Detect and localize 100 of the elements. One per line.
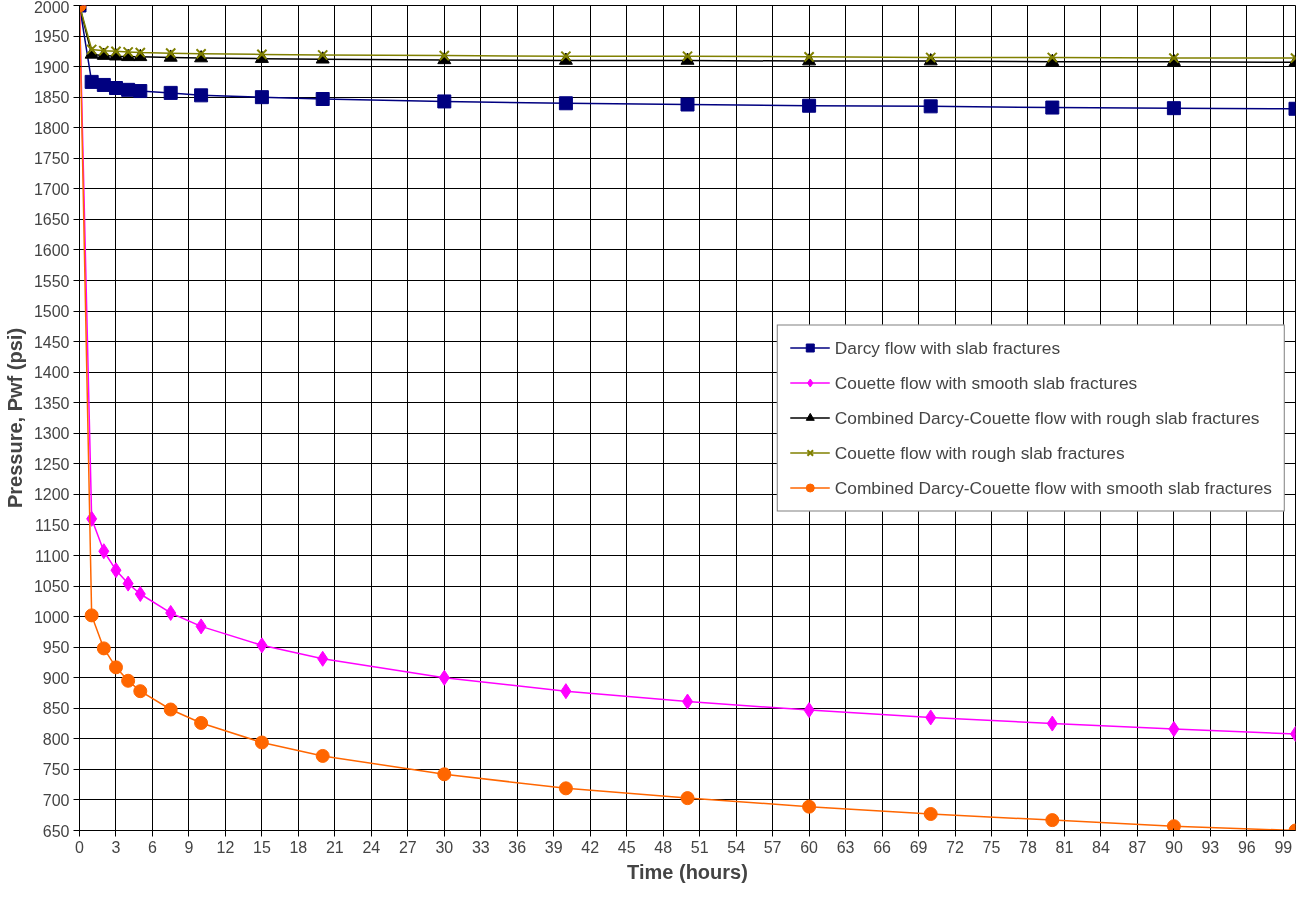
- point: [98, 543, 110, 560]
- point: [256, 637, 268, 654]
- y-axis-title: Pressure, Pwf (psi): [3, 327, 26, 509]
- y-tick-label: 1700: [33, 180, 70, 198]
- y-tick-label: 1950: [33, 28, 70, 46]
- x-tick-label: 69: [909, 838, 928, 856]
- y-tick-label: 1650: [33, 211, 70, 229]
- x-tick-label: 60: [800, 838, 819, 856]
- point: [163, 85, 178, 100]
- y-tick-label: 900: [42, 669, 70, 687]
- y-tick-label: 1200: [33, 486, 70, 504]
- point: [317, 650, 329, 667]
- legend-label: Darcy flow with slab fractures: [834, 337, 1061, 358]
- y-tick-label: 1750: [33, 150, 70, 168]
- x-tick-label: 63: [836, 838, 855, 856]
- y-tick-label: 800: [42, 730, 70, 748]
- x-tick-label: 51: [690, 838, 709, 856]
- point: [560, 683, 572, 700]
- y-tick-label: 1550: [33, 272, 70, 290]
- y-tick-label: 700: [42, 791, 70, 809]
- point: [254, 90, 269, 105]
- x-tick-label: 9: [184, 838, 194, 856]
- x-tick-label: 66: [873, 838, 892, 856]
- x-tick-label: 24: [362, 838, 381, 856]
- y-tick-label: 1000: [33, 608, 70, 626]
- x-tick-label: 0: [75, 838, 85, 856]
- x-tick-label: 81: [1055, 838, 1074, 856]
- x-tick-label: 21: [325, 838, 344, 856]
- x-tick-label: 27: [398, 838, 417, 856]
- y-tick-label: 650: [42, 822, 70, 840]
- point: [165, 604, 177, 621]
- point: [437, 94, 452, 109]
- point: [121, 673, 136, 688]
- point: [803, 702, 815, 719]
- y-tick-label: 2000: [33, 0, 70, 16]
- y-tick-label: 850: [42, 700, 70, 718]
- x-tick-label: 96: [1237, 838, 1256, 856]
- point: [315, 748, 330, 763]
- point: [802, 799, 817, 814]
- x-tick-label: 12: [216, 838, 235, 856]
- x-tick-label: 84: [1092, 838, 1110, 856]
- point: [558, 781, 573, 796]
- y-tick-label: 1250: [33, 455, 70, 473]
- point: [680, 97, 695, 112]
- x-tick-label: 48: [654, 838, 673, 856]
- point: [1046, 715, 1058, 732]
- point: [110, 562, 122, 579]
- y-tick-label: 1450: [33, 333, 70, 351]
- x-tick-label: 45: [617, 838, 636, 856]
- y-tick-label: 1100: [35, 547, 70, 565]
- x-tick-label: 33: [471, 838, 490, 856]
- y-tick-label: 1350: [33, 394, 70, 412]
- x-tick-label: 57: [763, 838, 782, 856]
- point: [923, 807, 938, 821]
- point: [194, 88, 209, 103]
- point: [133, 684, 148, 699]
- y-tick-label: 1050: [33, 578, 70, 596]
- point: [680, 791, 695, 806]
- point: [194, 715, 209, 730]
- point: [96, 641, 111, 656]
- point: [1166, 101, 1181, 116]
- point: [315, 92, 330, 106]
- y-tick-label: 1850: [33, 89, 70, 107]
- point: [1045, 100, 1060, 115]
- x-tick-label: 36: [508, 838, 527, 856]
- x-tick-label: 3: [111, 838, 121, 856]
- point: [108, 660, 123, 675]
- point: [438, 669, 450, 686]
- legend-label: Combined Darcy-Couette flow with rough slab fractures: [834, 407, 1260, 428]
- x-tick-label: 39: [544, 838, 563, 856]
- x-tick-label: 42: [581, 838, 600, 856]
- y-tick-label: 1600: [33, 241, 70, 259]
- y-tick-label: 1400: [33, 364, 70, 382]
- y-tick-label: 1150: [35, 516, 70, 534]
- legend-label: Couette flow with smooth slab fractures: [834, 372, 1138, 393]
- x-tick-label: 78: [1019, 838, 1037, 856]
- point: [925, 709, 937, 726]
- x-tick-label: 54: [727, 838, 746, 856]
- point: [134, 586, 146, 602]
- point: [437, 767, 452, 782]
- y-tick-label: 1800: [33, 119, 70, 137]
- x-tick-label: 75: [982, 838, 1001, 856]
- x-tick-label: 15: [253, 838, 271, 856]
- y-tick-label: 1500: [33, 303, 70, 321]
- x-tick-label: 30: [435, 838, 454, 856]
- x-tick-label: 93: [1201, 838, 1220, 856]
- point: [802, 98, 817, 113]
- y-tick-label: 1900: [33, 58, 70, 76]
- y-tick-label: 950: [42, 639, 70, 657]
- point: [163, 702, 178, 717]
- point: [558, 96, 573, 111]
- x-tick-label: 87: [1128, 838, 1147, 856]
- point: [1045, 813, 1060, 828]
- point: [923, 99, 938, 114]
- point: [1168, 721, 1180, 738]
- point: [133, 84, 148, 99]
- x-tick-label: 90: [1165, 838, 1183, 856]
- y-tick-label: 1300: [33, 425, 70, 443]
- x-tick-label: 18: [289, 838, 308, 856]
- point: [1166, 819, 1181, 831]
